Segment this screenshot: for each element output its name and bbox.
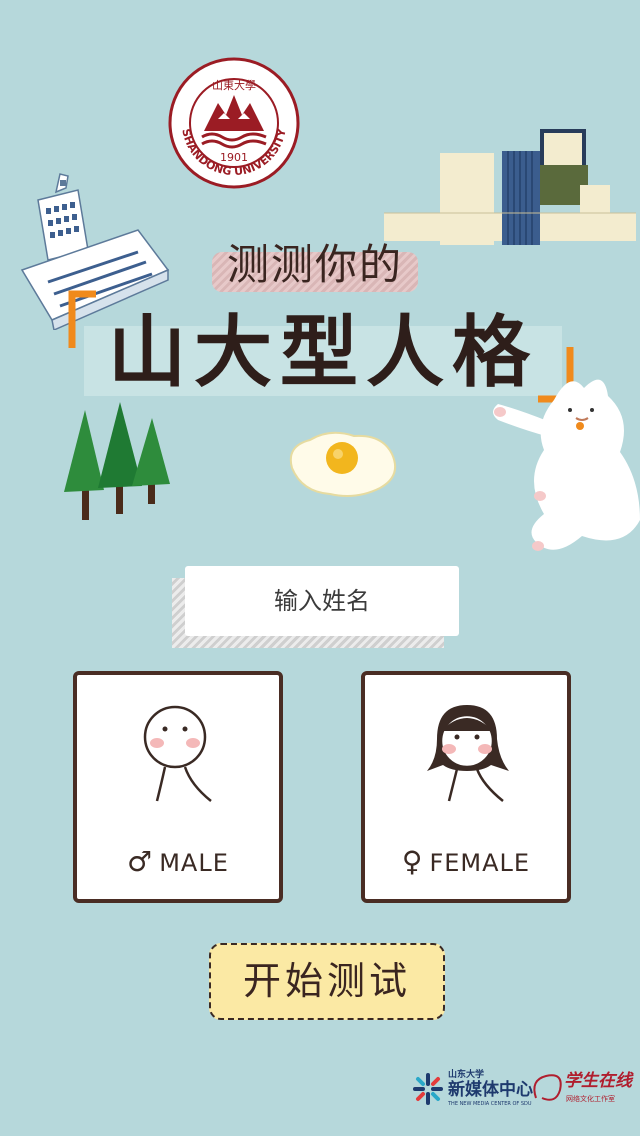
male-option-card[interactable]: ♂ MALE [73, 671, 283, 903]
corner-bracket-left [68, 290, 96, 348]
female-symbol-icon: ♀ [401, 845, 424, 878]
page-subtitle: 测测你的 [226, 240, 403, 289]
university-seal-logo: SHANDONG UNIVERSITY 1901 山東大學 [168, 57, 300, 189]
footer-left-big: 新媒体中心 [448, 1080, 533, 1100]
start-test-button[interactable]: 开始测试 [209, 943, 445, 1020]
footer-left-small: 山东大学 [448, 1070, 485, 1080]
building-illustration [20, 173, 170, 330]
name-input[interactable] [185, 566, 459, 636]
new-media-star-icon [413, 1073, 443, 1105]
footer-left-tiny: THE NEW MEDIA CENTER OF SDU [448, 1101, 532, 1107]
footer-right-script: 学生在线 [564, 1071, 632, 1091]
female-label: ♀ FEMALE [365, 845, 567, 878]
student-online-logo: 学生在线 网络文化工作室 [530, 1068, 632, 1110]
female-option-card[interactable]: ♀ FEMALE [361, 671, 571, 903]
seal-year: 1901 [220, 151, 248, 164]
male-label-text: MALE [159, 849, 229, 877]
girl-face-icon [427, 705, 509, 802]
cat-illustration [493, 379, 640, 551]
student-online-swirl-icon [533, 1074, 562, 1101]
footer-right-small: 网络文化工作室 [566, 1095, 615, 1103]
title-highlight [84, 326, 562, 396]
male-symbol-icon: ♂ [127, 845, 154, 878]
female-label-text: FEMALE [429, 849, 531, 877]
seal-script-text: 山東大學 [212, 78, 256, 92]
fried-egg-illustration [289, 431, 396, 497]
page-title: 山大型人格 [107, 308, 538, 398]
library-building-illustration [384, 129, 636, 245]
subtitle-banner: 测测你的 [212, 238, 418, 292]
trees-illustration [64, 402, 170, 520]
boy-face-icon [143, 705, 212, 802]
subtitle-highlight [212, 252, 418, 292]
new-media-center-logo: 山东大学 新媒体中心 THE NEW MEDIA CENTER OF SDU [412, 1068, 533, 1110]
male-label: ♂ MALE [77, 845, 279, 878]
